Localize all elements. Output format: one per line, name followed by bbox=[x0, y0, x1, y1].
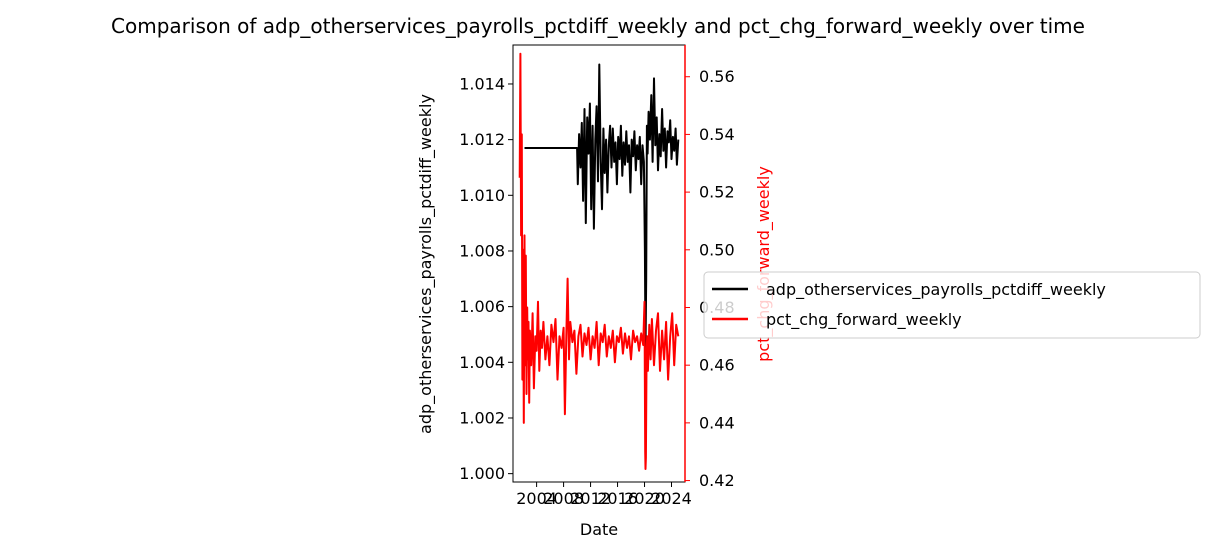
y-left-tick-label: 1.010 bbox=[459, 186, 505, 205]
x-tick-label: 2004 bbox=[516, 489, 557, 508]
y-left-tick-label: 1.000 bbox=[459, 464, 505, 483]
y-right-tick-label: 0.52 bbox=[699, 183, 735, 202]
x-tick-label: 2016 bbox=[597, 489, 638, 508]
x-tick-label: 2024 bbox=[651, 489, 692, 508]
y-right-tick-label: 0.44 bbox=[699, 413, 735, 432]
x-tick-label: 2012 bbox=[570, 489, 611, 508]
series-line-1 bbox=[518, 52, 680, 470]
chart-title: Comparison of adp_otherservices_payrolls… bbox=[111, 14, 1085, 38]
left-y-axis: 1.000 1.002 1.004 1.006 1.008 1.010 1.012 1.014 bbox=[459, 74, 513, 483]
legend-label-pct: pct_chg_forward_weekly bbox=[766, 310, 962, 330]
y-left-tick-label: 1.006 bbox=[459, 297, 505, 316]
legend: adp_otherservices_payrolls_pctdiff_weekl… bbox=[703, 271, 1201, 339]
y-left-tick-label: 1.002 bbox=[459, 408, 505, 427]
x-axis-title: Date bbox=[580, 520, 618, 539]
series-line-0 bbox=[524, 63, 680, 350]
y-left-tick-label: 1.008 bbox=[459, 241, 505, 260]
legend-label-adp: adp_otherservices_payrolls_pctdiff_weekl… bbox=[766, 280, 1106, 300]
y-right-tick-label: 0.56 bbox=[699, 67, 735, 86]
y-right-tick-label: 0.54 bbox=[699, 125, 735, 144]
left-y-axis-title: adp_otherservices_payrolls_pctdiff_weekl… bbox=[416, 94, 436, 434]
x-tick-label: 2008 bbox=[543, 489, 584, 508]
y-left-tick-label: 1.012 bbox=[459, 130, 505, 149]
right-y-axis: 0.420.440.460.480.500.520.540.56 bbox=[685, 67, 735, 490]
series-layer bbox=[518, 52, 680, 470]
y-left-tick-label: 1.004 bbox=[459, 353, 505, 372]
y-right-tick-label: 0.46 bbox=[699, 356, 735, 375]
x-tick-label: 2020 bbox=[624, 489, 665, 508]
legend-box bbox=[703, 271, 1201, 339]
y-left-tick-label: 1.014 bbox=[459, 74, 505, 93]
y-right-tick-label: 0.50 bbox=[699, 240, 735, 259]
y-right-tick-label: 0.42 bbox=[699, 471, 735, 490]
